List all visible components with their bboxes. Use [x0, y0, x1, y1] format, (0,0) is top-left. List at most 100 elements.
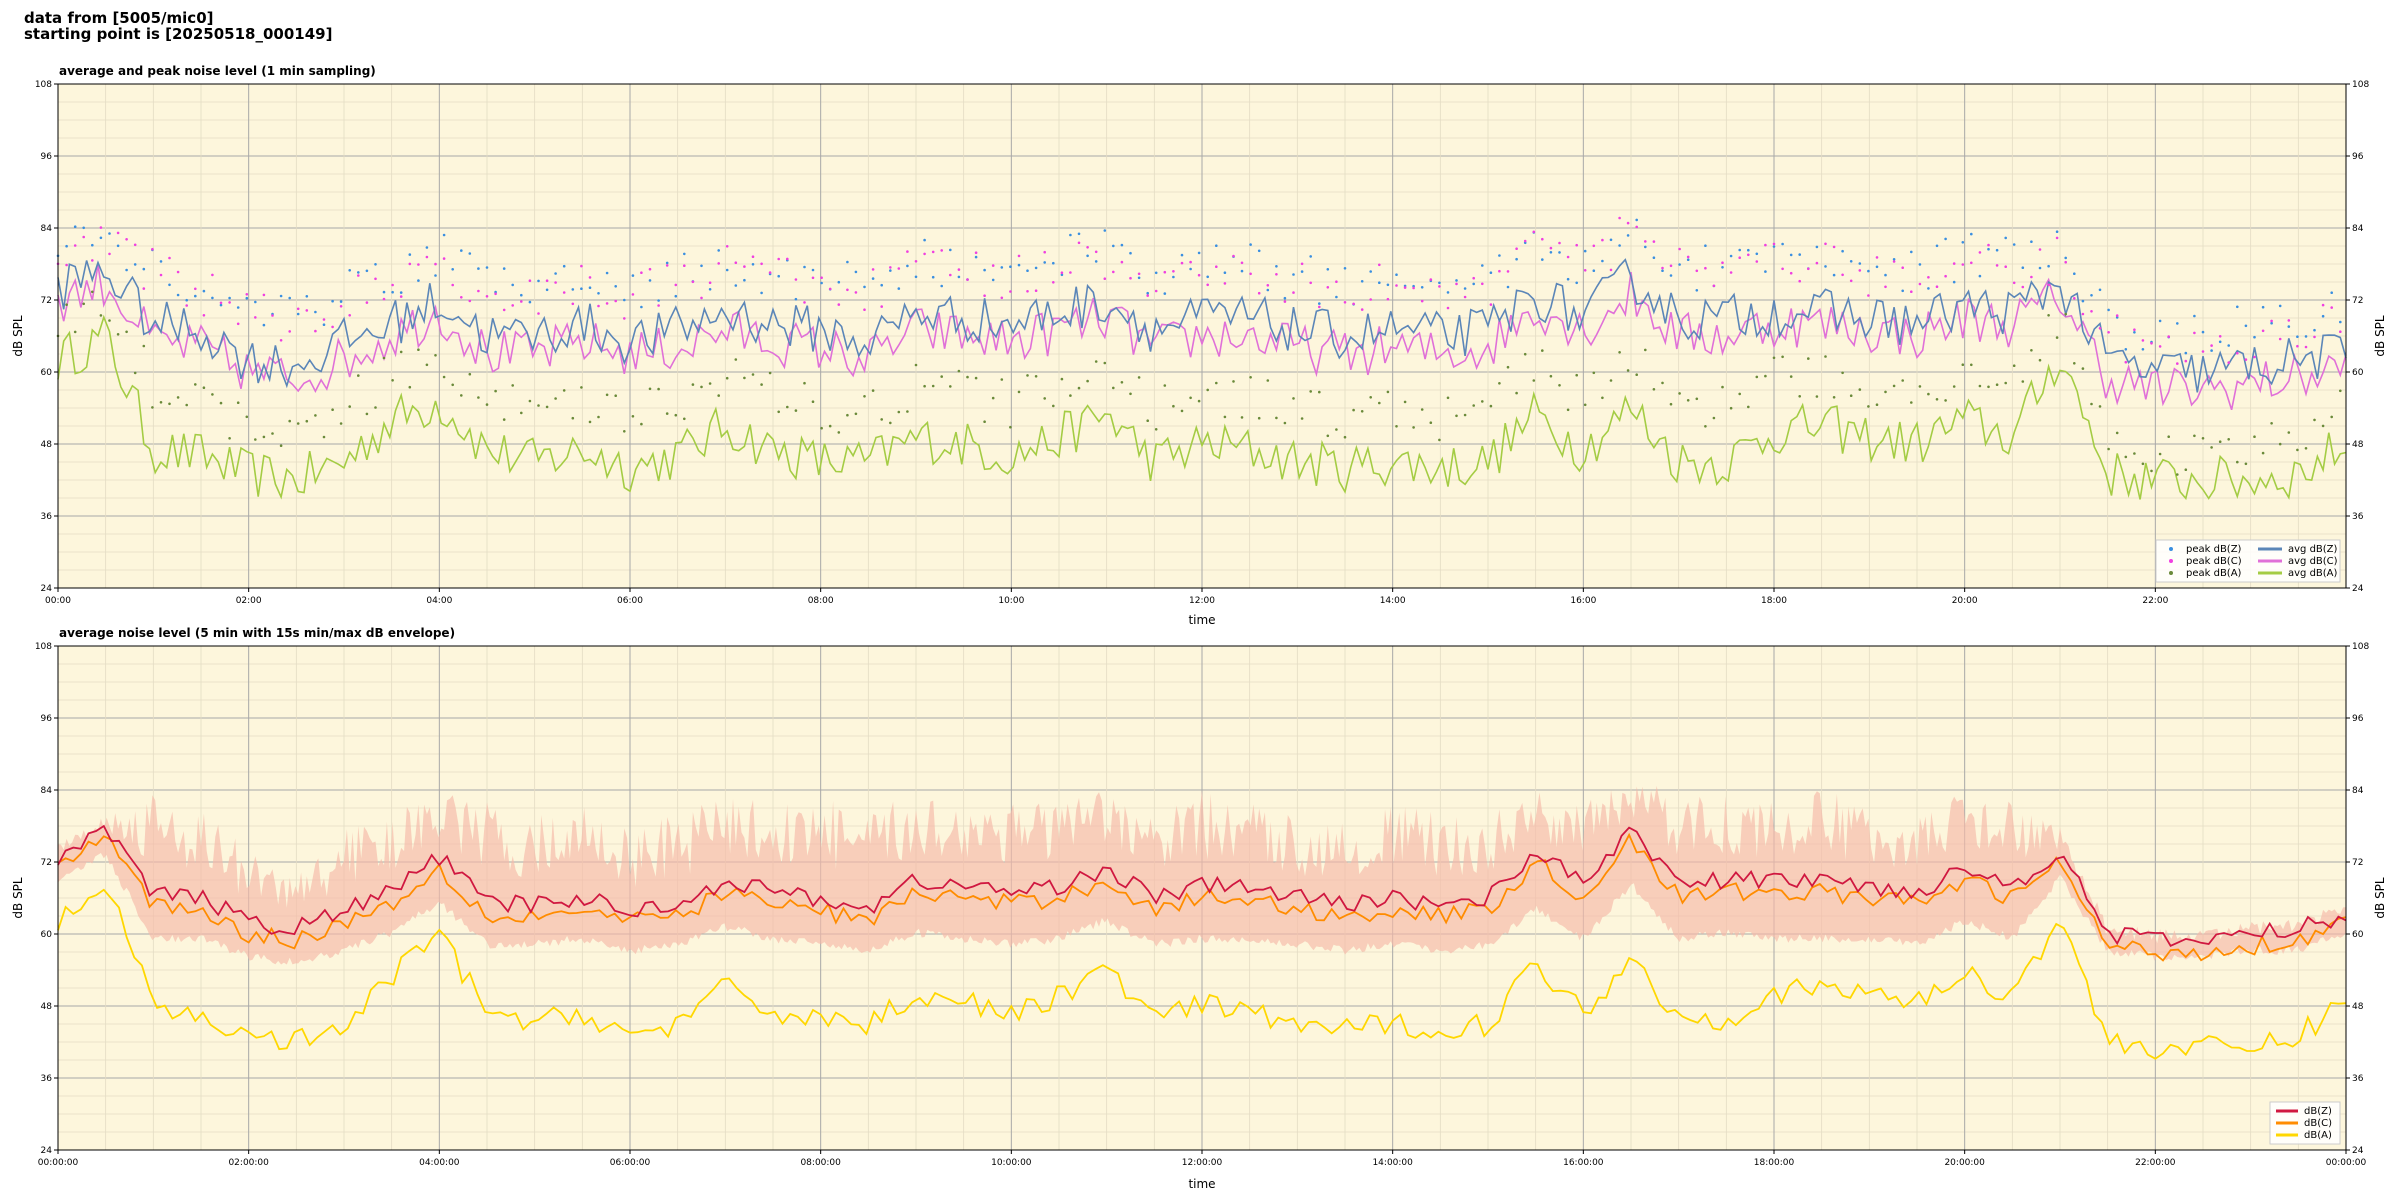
- top-point-peak-dba: [348, 405, 352, 408]
- top-point-peak-dbz: [1832, 273, 1836, 277]
- top-point-peak-dbz: [202, 289, 206, 293]
- top-point-peak-dbc: [588, 276, 592, 279]
- top-point-peak-dba: [863, 395, 866, 398]
- top-point-peak-dbc: [2073, 297, 2076, 300]
- top-point-peak-dbz: [2218, 340, 2222, 344]
- top-point-peak-dba: [2218, 440, 2222, 444]
- top-point-peak-dbc: [1489, 303, 1493, 306]
- top-point-peak-dbz: [185, 298, 188, 302]
- top-point-peak-dbc: [2330, 306, 2333, 309]
- bottom-y-axis-label-left: dB SPL: [11, 877, 25, 919]
- top-point-peak-dbc: [1197, 273, 1201, 277]
- top-point-peak-dbc: [1086, 246, 1089, 249]
- top-point-peak-dbc: [1300, 262, 1304, 266]
- top-point-peak-dbc: [1257, 291, 1261, 295]
- top-point-peak-dba: [2030, 349, 2033, 352]
- top-point-peak-dba: [957, 369, 961, 373]
- top-point-peak-dbz: [743, 278, 746, 282]
- top-point-peak-dba: [1772, 356, 1776, 360]
- top-point-peak-dbc: [683, 264, 686, 268]
- top-point-peak-dbc: [1129, 276, 1132, 280]
- top-point-peak-dba: [1755, 375, 1759, 379]
- top-point-peak-dba: [1935, 398, 1939, 401]
- top-point-peak-dbz: [1052, 261, 1055, 265]
- top-point-peak-dbc: [1326, 286, 1330, 289]
- top-point-peak-dbz: [2107, 308, 2110, 312]
- top-point-peak-dbc: [211, 273, 214, 277]
- top-point-peak-dbz: [1412, 284, 1415, 288]
- top-point-peak-dbc: [1781, 267, 1784, 271]
- top-point-peak-dbz: [254, 300, 257, 304]
- top-point-peak-dba: [2038, 358, 2042, 362]
- top-point-peak-dba: [794, 409, 798, 412]
- top-point-peak-dbz: [1000, 266, 1004, 269]
- top-point-peak-dbz: [580, 287, 583, 291]
- top-point-peak-dba: [931, 384, 935, 388]
- top-point-peak-dbz: [288, 296, 292, 300]
- top-point-peak-dba: [1386, 390, 1390, 394]
- top-point-peak-dbz: [348, 269, 352, 272]
- top-point-peak-dbz: [614, 285, 617, 288]
- top-point-peak-dbc: [1052, 281, 1055, 284]
- top-point-peak-dbc: [1000, 296, 1004, 300]
- top-point-peak-dbz: [442, 233, 446, 237]
- bottom-x-tick: 00:00:00: [38, 1158, 79, 1168]
- top-point-peak-dba: [99, 314, 103, 317]
- top-point-peak-dba: [520, 411, 523, 415]
- top-point-peak-dba: [1223, 415, 1227, 419]
- top-point-peak-dba: [1481, 400, 1484, 403]
- top-point-peak-dba: [1849, 394, 1853, 398]
- top-point-peak-dbz: [2012, 243, 2016, 246]
- top-point-peak-dbc: [648, 267, 652, 271]
- bottom-x-tick: 08:00:00: [800, 1158, 841, 1168]
- top-point-peak-dba: [923, 384, 926, 388]
- top-point-peak-dbz: [949, 248, 952, 252]
- top-point-peak-dba: [1154, 428, 1158, 431]
- top-point-peak-dbz: [1575, 281, 1578, 285]
- top-point-peak-dba: [2227, 438, 2230, 441]
- top-point-peak-dbz: [1644, 245, 1647, 249]
- top-point-peak-dba: [2304, 447, 2308, 450]
- top-point-peak-dba: [194, 383, 197, 386]
- top-point-peak-dba: [1240, 416, 1244, 419]
- top-y-tick-right: 48: [2352, 440, 2364, 450]
- top-point-peak-dbz: [82, 226, 85, 230]
- top-point-peak-dba: [1781, 355, 1784, 359]
- top-point-peak-dbc: [2150, 342, 2153, 345]
- top-y-tick-right: 72: [2352, 296, 2363, 306]
- top-point-peak-dba: [1275, 416, 1278, 420]
- top-point-peak-dba: [1069, 394, 1072, 397]
- top-point-peak-dbc: [2047, 283, 2050, 287]
- bottom-x-ticks: 00:00:00 02:00:00 04:00:00 06:00:00 08:00:00…: [38, 1150, 2366, 1168]
- top-point-peak-dba: [725, 376, 729, 380]
- top-point-peak-dbz: [99, 236, 103, 240]
- top-point-peak-dbc: [2133, 328, 2136, 332]
- top-point-peak-dbc: [1970, 261, 1973, 265]
- top-point-peak-dbz: [1481, 264, 1484, 267]
- top-point-peak-dbz: [1661, 269, 1664, 273]
- top-point-peak-dbc: [314, 329, 317, 333]
- top-chart-panel: 24 24 36 36 48 48 60 60 72 72 84 84 96 96 108 108 00:00…: [11, 64, 2387, 627]
- top-point-peak-dbc: [1292, 291, 1295, 294]
- top-point-peak-dba: [648, 387, 652, 391]
- top-point-peak-dbc: [228, 301, 231, 304]
- top-y-tick-left: 108: [35, 80, 52, 90]
- top-point-peak-dbc: [1832, 245, 1836, 249]
- bottom-envelope-band: [58, 785, 2346, 965]
- top-point-peak-dba: [159, 401, 163, 404]
- top-point-peak-dbc: [1429, 278, 1433, 281]
- top-point-peak-dbz: [1523, 241, 1527, 245]
- top-point-peak-dbz: [1489, 271, 1493, 275]
- top-point-peak-dba: [219, 401, 223, 405]
- top-point-peak-dba: [1978, 384, 1982, 388]
- top-point-peak-dba: [2124, 455, 2128, 459]
- top-point-peak-dbz: [1618, 244, 1621, 247]
- top-point-peak-dbc: [451, 283, 455, 287]
- top-point-peak-dba: [1644, 348, 1647, 352]
- top-point-peak-dbc: [974, 251, 978, 254]
- top-point-peak-dbz: [485, 266, 489, 269]
- top-point-peak-dbz: [365, 269, 369, 273]
- top-point-peak-dbz: [65, 244, 68, 248]
- top-point-peak-dba: [168, 402, 171, 406]
- top-point-peak-dba: [399, 350, 403, 354]
